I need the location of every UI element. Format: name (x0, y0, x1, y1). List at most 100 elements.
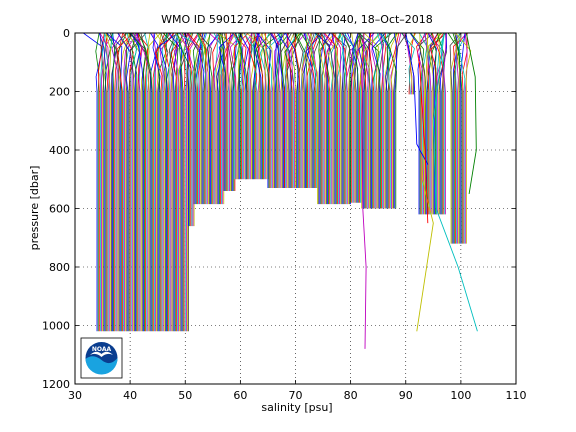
salinity-profile-line (431, 33, 444, 215)
salinity-profile-line (302, 33, 315, 188)
salinity-profile-line (235, 33, 248, 180)
chart-title: WMO ID 5901278, internal ID 2040, 18–Oct… (161, 13, 433, 26)
salinity-profile-line (97, 33, 105, 332)
y-tick-label: 1000 (42, 320, 70, 333)
salinity-profile-line (335, 33, 342, 205)
salinity-profile-line (207, 33, 213, 205)
salinity-profile-line (206, 33, 218, 205)
salinity-profile-line (443, 33, 447, 215)
x-tick-label: 80 (344, 389, 358, 402)
salinity-profile-line (200, 33, 212, 205)
x-tick-label: 110 (506, 389, 527, 402)
salinity-profile-line (208, 33, 223, 205)
salinity-profile-line (243, 33, 251, 180)
salinity-profile-line (418, 33, 428, 215)
salinity-profile-line (248, 33, 260, 180)
salinity-profile-line (137, 33, 149, 332)
salinity-profile-line (427, 33, 444, 215)
salinity-profile-line (128, 33, 138, 332)
x-tick-label: 100 (450, 389, 471, 402)
salinity-profile-line (385, 33, 390, 209)
salinity-profile-line (248, 33, 252, 180)
salinity-profile-line (83, 33, 104, 332)
salinity-profile-line (271, 33, 281, 188)
salinity-profile-line (105, 33, 112, 332)
salinity-profile-line (241, 33, 253, 180)
salinity-profile-line (371, 33, 386, 209)
salinity-profile-line (106, 33, 123, 332)
salinity-profile-line (239, 33, 249, 180)
salinity-profile-line (152, 33, 161, 332)
salinity-profile-line (159, 33, 179, 332)
outlier-profile-line (361, 33, 367, 349)
salinity-profile-line (186, 33, 202, 205)
x-tick-label: 60 (233, 389, 247, 402)
salinity-profile-line (234, 33, 243, 180)
salinity-profile-line (254, 33, 262, 180)
outlier-profile-line (416, 33, 434, 332)
salinity-profile-line (303, 33, 310, 188)
salinity-profile-line (359, 33, 369, 209)
salinity-profile-line (116, 33, 134, 332)
salinity-profile-line (376, 33, 385, 209)
salinity-profile-line (341, 33, 347, 205)
salinity-profile-line (276, 33, 291, 188)
salinity-profile-line (198, 33, 203, 205)
salinity-profile-line (99, 33, 110, 332)
salinity-profile-line (95, 33, 100, 332)
salinity-profile-line (117, 33, 131, 332)
salinity-profile-line (271, 33, 285, 188)
salinity-profile-line (308, 33, 320, 188)
salinity-profile-line (427, 33, 438, 215)
salinity-profile-line (246, 33, 264, 180)
salinity-profile-line (319, 33, 336, 205)
salinity-profile-line (323, 33, 337, 205)
salinity-profile-line (436, 33, 446, 215)
salinity-profile-line (327, 33, 344, 205)
salinity-profile-line (322, 33, 327, 205)
salinity-profile-line (183, 33, 189, 332)
y-tick-label: 200 (49, 86, 70, 99)
salinity-profile-line (270, 33, 284, 188)
salinity-profile-line (318, 33, 322, 205)
logo-text: NOAA (92, 346, 112, 353)
x-axis-title: salinity [psu] (261, 401, 332, 414)
salinity-profile-line (384, 33, 399, 209)
salinity-profile-line (363, 33, 379, 209)
salinity-profile-line (130, 33, 144, 332)
x-tick-label: 30 (68, 389, 82, 402)
salinity-profile-line (152, 33, 157, 332)
salinity-profile-line (357, 33, 371, 209)
y-axis-title: pressure [dbar] (28, 166, 41, 251)
salinity-profile-line (349, 33, 366, 203)
salinity-profile-line (207, 33, 221, 205)
salinity-profile-line (187, 33, 203, 205)
salinity-profile-line (130, 33, 147, 332)
salinity-profile-line (170, 33, 186, 332)
salinity-profile-line (158, 33, 167, 332)
salinity-profile-line (168, 33, 177, 332)
salinity-profile-line (253, 33, 264, 180)
salinity-profile-line (168, 33, 179, 332)
salinity-profile-line (197, 33, 207, 205)
salinity-profile-line (223, 33, 233, 191)
salinity-profile-line (177, 33, 193, 332)
salinity-profile-line (409, 33, 422, 215)
salinity-profile-line (111, 33, 121, 332)
profile-lines (83, 33, 478, 349)
salinity-profile-line (213, 33, 224, 205)
salinity-profile-line (439, 33, 448, 215)
salinity-profile-line (122, 33, 134, 332)
salinity-profile-line (291, 33, 300, 188)
salinity-profile-line (98, 33, 107, 332)
salinity-profile-line (197, 33, 209, 205)
salinity-profile-line (117, 33, 130, 332)
salinity-profile-line (458, 33, 466, 244)
x-tick-label: 50 (178, 389, 192, 402)
outlier-profile-line (405, 33, 429, 165)
salinity-profile-line (266, 33, 285, 188)
salinity-profile-line (220, 33, 227, 191)
salinity-profile-line (324, 33, 338, 205)
salinity-profile-line (265, 33, 271, 188)
salinity-profile-line (226, 33, 232, 191)
